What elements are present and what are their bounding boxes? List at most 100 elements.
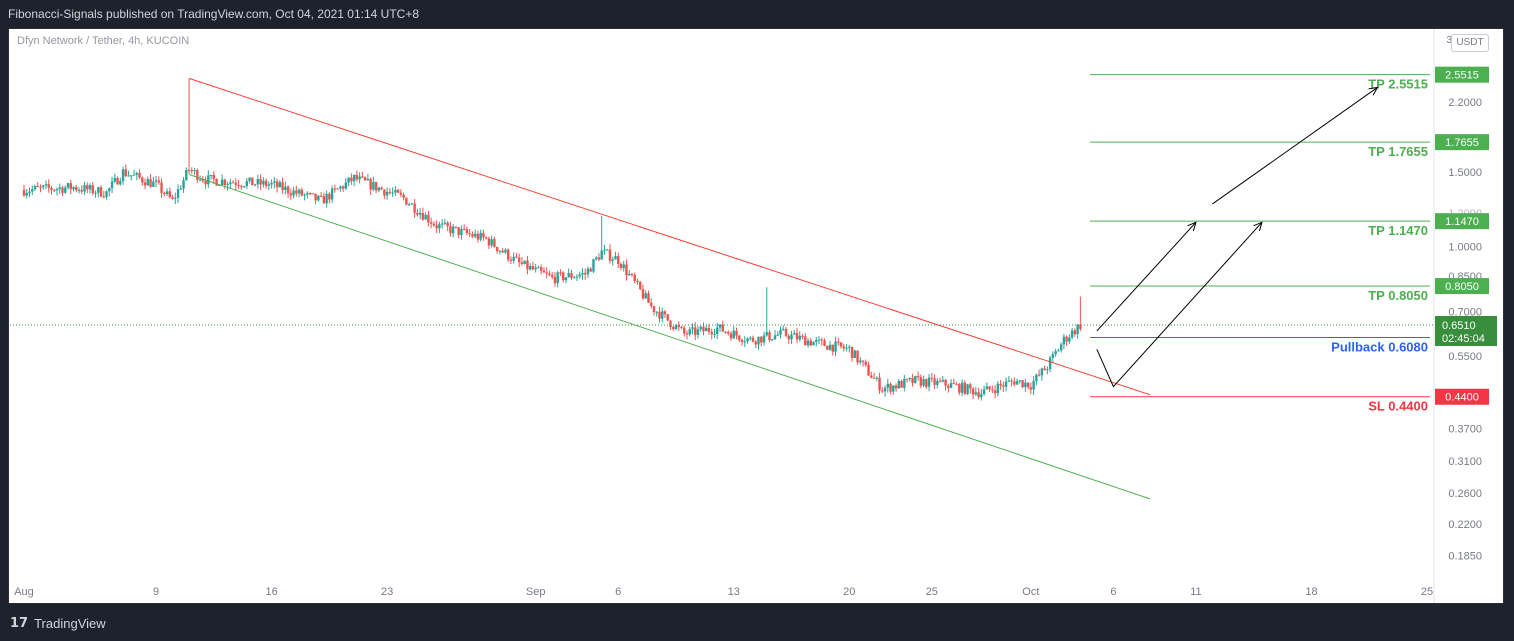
candle-body	[270, 182, 273, 185]
candle-body	[275, 181, 279, 188]
candle-body	[771, 339, 774, 341]
candle-body	[53, 189, 56, 191]
level-label: TP 1.1470	[1368, 223, 1428, 238]
candle-body	[201, 179, 205, 181]
candle-body	[578, 274, 581, 277]
channel-lower-line	[188, 173, 1151, 500]
candle-body	[421, 212, 425, 220]
candle-body	[795, 333, 799, 340]
candle-body	[853, 350, 856, 359]
candle-body	[677, 325, 680, 327]
currency-button[interactable]: USDT	[1451, 34, 1489, 52]
candle-body	[526, 260, 529, 270]
candle-body	[306, 193, 309, 195]
y-tick-label: 0.2600	[1448, 488, 1482, 500]
candle-body	[716, 327, 719, 335]
candle-body	[322, 196, 326, 204]
axes-layer: 2.20001.50001.20001.00000.85000.70000.55…	[14, 29, 1497, 603]
countdown-text: 02:45:04	[1442, 333, 1485, 345]
candle-body	[916, 375, 920, 378]
candle-body	[394, 189, 397, 193]
candle-body	[119, 181, 122, 185]
candle-body	[223, 179, 227, 186]
candle-body	[113, 177, 116, 182]
candle-body	[842, 346, 845, 349]
candle-body	[652, 306, 656, 312]
candle-body	[174, 197, 177, 199]
candle-body	[1007, 380, 1011, 382]
candle-body	[732, 330, 735, 339]
candle-body	[738, 335, 741, 341]
candle-body	[143, 182, 147, 186]
candle-body	[548, 273, 551, 276]
candle-body	[603, 249, 606, 251]
candle-body	[743, 341, 746, 343]
candle-body	[262, 180, 265, 185]
candle-body	[157, 180, 160, 183]
candle-body	[897, 380, 901, 389]
candle-body	[242, 186, 246, 188]
candle-body	[264, 180, 268, 186]
candle-body	[570, 273, 573, 278]
candle-body	[383, 189, 386, 196]
publish-header: Fibonacci-Signals published on TradingVi…	[0, 0, 1514, 28]
candle-body	[996, 383, 1000, 394]
candle-body	[971, 388, 975, 395]
candle-body	[828, 344, 832, 350]
candle-body	[960, 382, 964, 393]
candle-body	[132, 174, 136, 176]
candle-body	[209, 174, 213, 176]
candle-body	[121, 169, 125, 182]
candle-body	[231, 182, 235, 184]
candle-body	[724, 331, 727, 333]
projection-arrow	[1096, 221, 1197, 332]
candle-body	[845, 347, 848, 349]
candle-body	[614, 256, 617, 260]
candle-body	[630, 273, 634, 275]
candle-body	[295, 190, 298, 194]
candle-body	[220, 179, 224, 185]
candle-body	[22, 189, 26, 196]
candle-body	[597, 257, 601, 260]
candle-body	[908, 378, 912, 380]
x-tick-label: 13	[728, 586, 740, 598]
chart-frame[interactable]	[8, 28, 1504, 604]
candle-body	[826, 345, 829, 350]
y-tick-label: 0.3100	[1448, 456, 1482, 468]
level-label: SL 0.4400	[1368, 399, 1428, 414]
candle-body	[240, 185, 243, 187]
candle-body	[815, 340, 818, 342]
candle-body	[427, 214, 430, 223]
candle-body	[149, 179, 152, 187]
candle-body	[424, 214, 427, 220]
candle-body	[141, 177, 144, 183]
candle-body	[1048, 357, 1052, 370]
candle-body	[729, 333, 733, 339]
candle-body	[405, 197, 408, 205]
x-tick-label: 6	[615, 586, 621, 598]
candle-body	[80, 190, 83, 192]
candle-body	[564, 277, 568, 281]
y-tick-label: 1.5000	[1448, 167, 1482, 179]
candle-body	[286, 186, 290, 194]
tradingview-logo-icon[interactable]: 17	[10, 616, 29, 631]
candle-body	[787, 335, 790, 340]
candle-body	[762, 335, 766, 343]
y-tick-label: 3	[1446, 35, 1452, 46]
candle-body	[1024, 382, 1027, 388]
candle-body	[644, 293, 647, 299]
candle-body	[784, 329, 788, 336]
candle-body	[661, 311, 664, 319]
candle-body	[292, 190, 295, 196]
candle-body	[476, 233, 480, 240]
candle-body	[130, 175, 133, 177]
candle-body	[1062, 336, 1066, 345]
x-tick-label: 9	[153, 586, 159, 598]
candle-body	[820, 339, 823, 341]
candle-body	[333, 188, 337, 190]
level-badge	[1435, 213, 1489, 230]
candle-body	[779, 329, 782, 335]
candle-body	[881, 390, 884, 392]
candle-body	[336, 188, 339, 190]
